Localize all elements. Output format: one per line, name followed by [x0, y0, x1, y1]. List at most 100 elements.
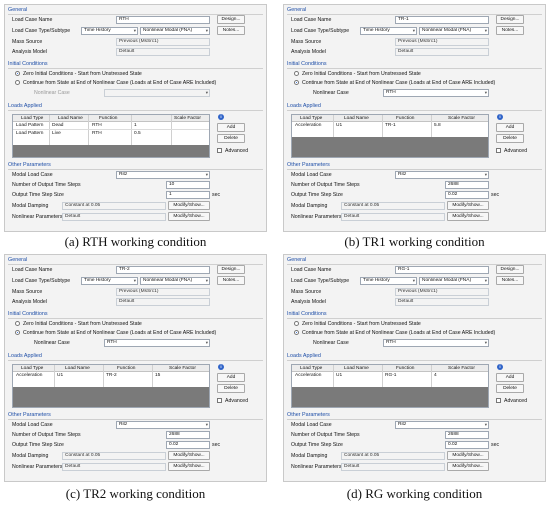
load-case-name-field[interactable]: TR-2 — [116, 266, 210, 274]
nonlinear-case-select[interactable]: RTH ▾ — [383, 89, 489, 97]
num-output-steps-input[interactable]: 2688 — [445, 431, 489, 439]
modal-load-case-select[interactable]: Ritz ▾ — [395, 171, 489, 179]
loads-applied-section-title: Loads Applied — [8, 103, 42, 109]
notes-button[interactable]: Notes... — [496, 276, 524, 285]
continue-state-radio[interactable] — [294, 80, 299, 85]
row-load-type[interactable]: Load Pattern — [16, 123, 44, 128]
row-load-name[interactable]: U1 — [57, 373, 64, 378]
output-step-size-input[interactable]: 0.02 — [445, 191, 489, 199]
modify-nonlinear-button[interactable]: Modify/Show... — [447, 462, 489, 471]
row-load-type[interactable]: Load Pattern — [16, 131, 44, 136]
row-function[interactable]: RTH — [92, 131, 102, 136]
modal-damping-value: Constant at 0.05 — [344, 203, 380, 208]
nonlinear-case-select[interactable]: ▾ — [104, 89, 210, 97]
add-button[interactable]: Add — [217, 373, 245, 382]
zero-initial-radio[interactable] — [15, 321, 20, 326]
modal-load-case-select[interactable]: Ritz ▾ — [116, 171, 210, 179]
num-output-steps-input[interactable]: 2688 — [445, 181, 489, 189]
modify-nonlinear-button[interactable]: Modify/Show... — [168, 462, 210, 471]
delete-button[interactable]: Delete — [217, 384, 245, 393]
load-case-form-rg: General Load Case Name RG-1 Design... Lo… — [283, 254, 546, 482]
modify-damping-button[interactable]: Modify/Show... — [168, 201, 210, 210]
row-scale-factor[interactable]: 4 — [434, 373, 437, 378]
chevron-down-icon: ▾ — [484, 90, 487, 95]
num-output-steps-input[interactable]: 2688 — [166, 431, 210, 439]
modify-nonlinear-button[interactable]: Modify/Show... — [447, 212, 489, 221]
add-button[interactable]: Add — [217, 123, 245, 132]
modal-load-case-select[interactable]: Ritz ▾ — [395, 421, 489, 429]
row-load-name[interactable]: Live — [52, 131, 61, 136]
advanced-checkbox[interactable] — [496, 398, 501, 403]
modify-damping-button[interactable]: Modify/Show... — [447, 451, 489, 460]
row-function[interactable]: TR-1 — [385, 123, 396, 128]
row-function[interactable]: RTH — [92, 123, 102, 128]
modal-load-case-select[interactable]: Ritz ▾ — [116, 421, 210, 429]
design-button[interactable]: Design... — [217, 15, 245, 24]
continue-state-radio[interactable] — [294, 330, 299, 335]
row-scale-factor[interactable]: 1 — [134, 123, 137, 128]
load-case-subtype-select[interactable]: Nonlinear Modal (FNA) ▾ — [140, 27, 210, 35]
load-case-subtype-select[interactable]: Nonlinear Modal (FNA) ▾ — [140, 277, 210, 285]
row-scale-factor[interactable]: 0.5 — [134, 131, 141, 136]
load-case-type-select[interactable]: Time History ▾ — [360, 27, 417, 35]
col-load-name: Load Name — [58, 116, 83, 121]
info-icon[interactable]: i — [497, 364, 503, 370]
delete-button[interactable]: Delete — [217, 134, 245, 143]
row-function[interactable]: RG-1 — [385, 373, 397, 378]
row-function[interactable]: TR-2 — [106, 373, 117, 378]
row-load-name[interactable]: U1 — [336, 373, 343, 378]
design-button[interactable]: Design... — [496, 15, 524, 24]
zero-initial-radio[interactable] — [294, 71, 299, 76]
load-case-type-select[interactable]: Time History ▾ — [81, 27, 138, 35]
loads-applied-section-title: Loads Applied — [287, 353, 321, 359]
advanced-checkbox[interactable] — [496, 148, 501, 153]
advanced-checkbox[interactable] — [217, 148, 222, 153]
row-scale-factor[interactable]: 15 — [155, 373, 161, 378]
load-case-subtype-select[interactable]: Nonlinear Modal (FNA) ▾ — [419, 27, 489, 35]
output-step-size-input[interactable]: 0.02 — [445, 441, 489, 449]
notes-button[interactable]: Notes... — [217, 276, 245, 285]
modify-nonlinear-button[interactable]: Modify/Show... — [168, 212, 210, 221]
delete-button[interactable]: Delete — [496, 384, 524, 393]
info-icon[interactable]: i — [497, 114, 503, 120]
analysis-model-label: Analysis Model — [291, 299, 326, 305]
mass-source-field: Previous (MsSrc1) — [395, 38, 489, 46]
info-icon[interactable]: i — [218, 364, 224, 370]
row-load-type[interactable]: Acceleration — [295, 373, 322, 378]
load-case-name-field[interactable]: RG-1 — [395, 266, 489, 274]
output-step-size-input[interactable]: 0.02 — [166, 441, 210, 449]
row-scale-factor[interactable]: 5.8 — [434, 123, 441, 128]
row-load-type[interactable]: Acceleration — [16, 373, 43, 378]
chevron-down-icon: ▾ — [205, 172, 208, 177]
zero-initial-radio[interactable] — [15, 71, 20, 76]
advanced-checkbox[interactable] — [217, 398, 222, 403]
output-step-size-input[interactable]: 1 — [166, 191, 210, 199]
row-load-name[interactable]: U1 — [336, 123, 343, 128]
modify-damping-button[interactable]: Modify/Show... — [447, 201, 489, 210]
add-button[interactable]: Add — [496, 123, 524, 132]
load-case-type-select[interactable]: Time History ▾ — [360, 277, 417, 285]
notes-button[interactable]: Notes... — [496, 26, 524, 35]
row-load-type[interactable]: Acceleration — [295, 123, 322, 128]
load-case-type-select[interactable]: Time History ▾ — [81, 277, 138, 285]
add-button[interactable]: Add — [496, 373, 524, 382]
chevron-down-icon: ▾ — [484, 172, 487, 177]
output-step-size-value: 0.02 — [448, 442, 458, 447]
nonlinear-case-select[interactable]: RTH ▾ — [383, 339, 489, 347]
load-case-name-field[interactable]: RTH — [116, 16, 210, 24]
modify-damping-button[interactable]: Modify/Show... — [168, 451, 210, 460]
row-load-name[interactable]: Dead — [52, 123, 64, 128]
delete-button[interactable]: Delete — [496, 134, 524, 143]
continue-state-radio[interactable] — [15, 330, 20, 335]
load-case-name-field[interactable]: TR-1 — [395, 16, 489, 24]
num-output-steps-input[interactable]: 10 — [166, 181, 210, 189]
design-button[interactable]: Design... — [496, 265, 524, 274]
nonlinear-case-select[interactable]: RTH ▾ — [104, 339, 210, 347]
zero-initial-radio[interactable] — [294, 321, 299, 326]
continue-state-radio[interactable] — [15, 80, 20, 85]
chevron-down-icon: ▾ — [205, 278, 208, 283]
design-button[interactable]: Design... — [217, 265, 245, 274]
notes-button[interactable]: Notes... — [217, 26, 245, 35]
load-case-subtype-select[interactable]: Nonlinear Modal (FNA) ▾ — [419, 277, 489, 285]
info-icon[interactable]: i — [218, 114, 224, 120]
